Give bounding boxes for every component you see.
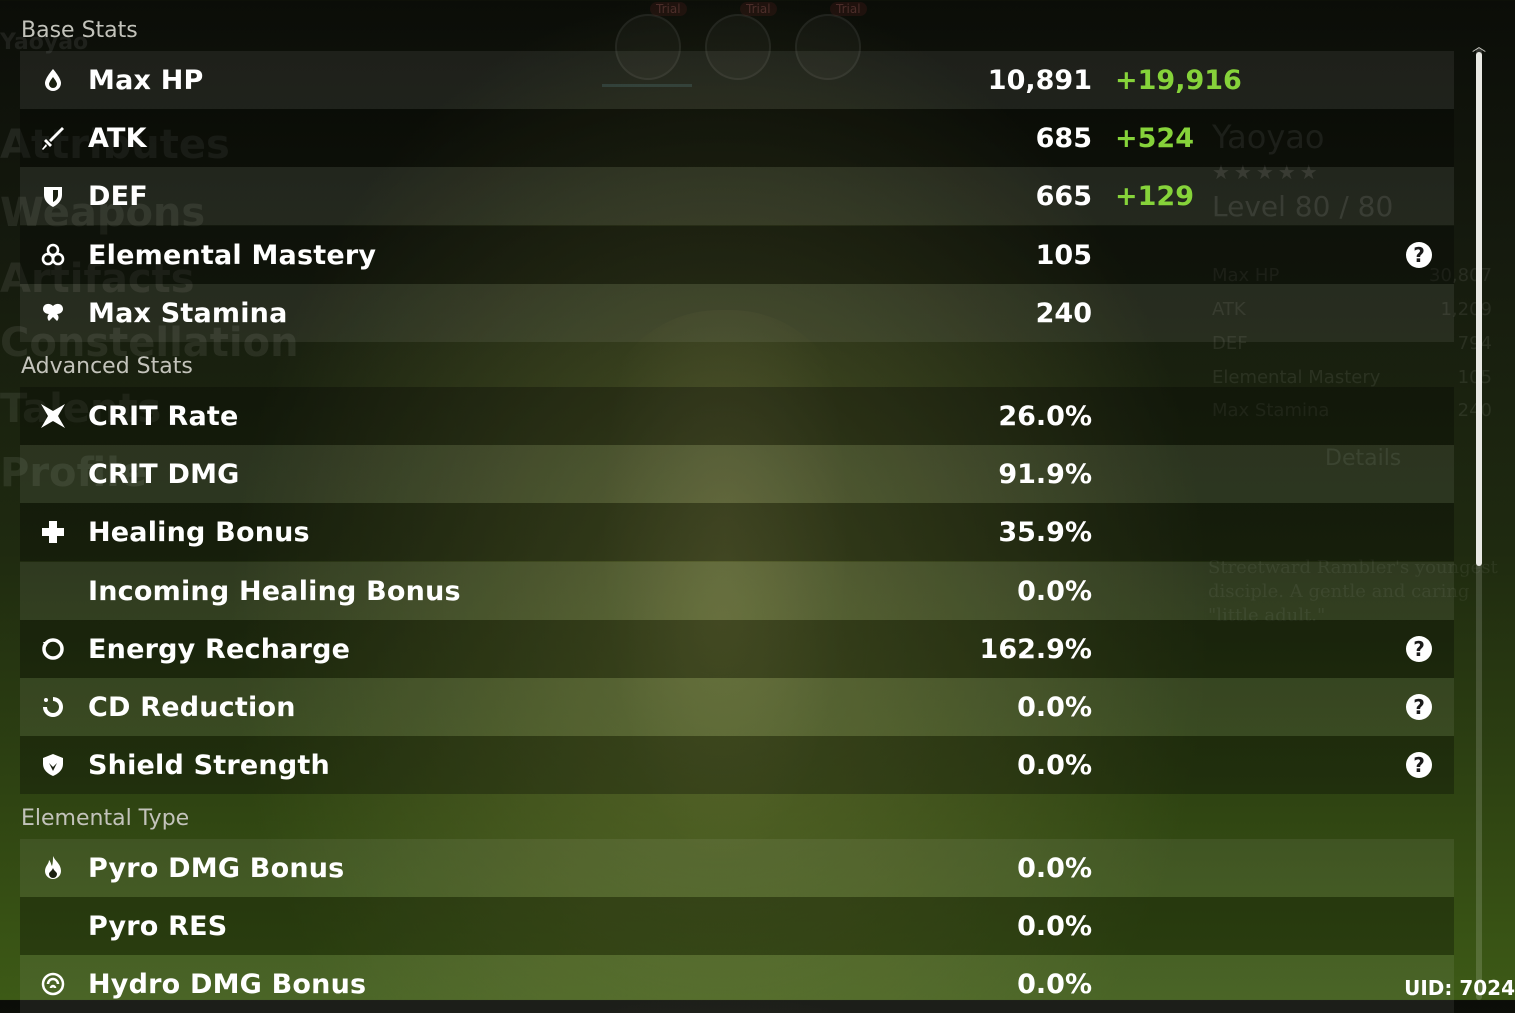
stat-label: CD Reduction (88, 691, 296, 723)
stat-row-max-hp: Max HP 10,891 +19,916 (20, 51, 1454, 109)
trial-badge: Trial (740, 2, 777, 16)
stat-label: CRIT DMG (88, 458, 240, 490)
stat-row-atk: ATK 685 +524 (20, 109, 1454, 167)
stat-value: 0.0% (1017, 749, 1092, 781)
section-title-advanced-stats: Advanced Stats (21, 354, 193, 379)
scroll-up-arrow-icon[interactable]: ︿ (1472, 39, 1486, 55)
stat-value: 162.9% (979, 633, 1092, 665)
stat-value: 685 (1035, 122, 1092, 154)
stat-value: 35.9% (998, 516, 1092, 548)
stamina-icon (38, 298, 68, 328)
uid-label: UID: 7024 (1404, 976, 1515, 1000)
stat-label: Incoming Healing Bonus (88, 575, 461, 607)
energy-recharge-icon (38, 634, 68, 664)
stat-label: CRIT Rate (88, 400, 239, 432)
stat-row-shield-strength: Shield Strength 0.0% ? (20, 736, 1454, 794)
stat-value: 26.0% (998, 400, 1092, 432)
stat-row-energy-recharge: Energy Recharge 162.9% ? (20, 620, 1454, 678)
stat-row-cd-reduction: CD Reduction 0.0% ? (20, 678, 1454, 736)
stat-row-crit-rate: CRIT Rate 26.0% (20, 387, 1454, 445)
stat-row-healing-bonus: Healing Bonus 35.9% (20, 503, 1454, 561)
stat-row-pyro-dmg-bonus: Pyro DMG Bonus 0.0% (20, 839, 1454, 897)
stat-label: DEF (88, 180, 148, 212)
stat-bonus: +129 (1115, 180, 1194, 212)
stat-row-def: DEF 665 +129 (20, 167, 1454, 225)
stat-value: 0.0% (1017, 691, 1092, 723)
trial-badge: Trial (830, 2, 867, 16)
stat-label: Shield Strength (88, 749, 330, 781)
stat-value: 0.0% (1017, 852, 1092, 884)
trial-badge: Trial (650, 2, 687, 16)
stat-label: Hydro DMG Bonus (88, 968, 367, 1000)
stat-label: Energy Recharge (88, 633, 351, 665)
stat-label: Pyro DMG Bonus (88, 852, 345, 884)
stat-row-max-stamina: Max Stamina 240 (20, 284, 1454, 342)
stat-label: Healing Bonus (88, 516, 310, 548)
stat-value: 0.0% (1017, 575, 1092, 607)
help-icon[interactable]: ? (1406, 694, 1432, 720)
stat-label: Pyro RES (88, 910, 228, 942)
pyro-icon (38, 853, 68, 883)
stat-label: ATK (88, 122, 147, 154)
stat-label: Max Stamina (88, 297, 288, 329)
sword-icon (38, 123, 68, 153)
crit-star-icon (38, 401, 68, 431)
section-title-base-stats: Base Stats (21, 18, 138, 43)
stat-value: 105 (1035, 239, 1092, 271)
stat-value: 0.0% (1017, 910, 1092, 942)
stat-bonus: +19,916 (1115, 64, 1242, 96)
healing-cross-icon (38, 517, 68, 547)
section-title-elemental-type: Elemental Type (21, 806, 190, 831)
hp-droplet-icon (38, 65, 68, 95)
stat-value: 0.0% (1017, 968, 1092, 1000)
stat-row-elemental-mastery: Elemental Mastery 105 ? (20, 226, 1454, 284)
shield-strength-icon (38, 750, 68, 780)
elemental-mastery-icon (38, 240, 68, 270)
stat-row-hydro-dmg-bonus: Hydro DMG Bonus 0.0% (20, 955, 1454, 1013)
cd-reduction-icon (38, 692, 68, 722)
stat-value: 91.9% (998, 458, 1092, 490)
stat-value: 665 (1035, 180, 1092, 212)
hydro-icon (38, 969, 68, 999)
help-icon[interactable]: ? (1406, 636, 1432, 662)
stat-row-crit-dmg: CRIT DMG 91.9% (20, 445, 1454, 503)
stat-label: Elemental Mastery (88, 239, 377, 271)
stat-bonus: +524 (1115, 122, 1194, 154)
stat-row-pyro-res: Pyro RES 0.0% (20, 897, 1454, 955)
scrollbar-thumb[interactable] (1476, 52, 1482, 566)
stat-label: Max HP (88, 64, 204, 96)
shield-icon (38, 181, 68, 211)
stat-row-incoming-healing-bonus: Incoming Healing Bonus 0.0% (20, 562, 1454, 620)
stat-value: 240 (1035, 297, 1092, 329)
help-icon[interactable]: ? (1406, 242, 1432, 268)
ghost-summary-row: Elemental Mastery 105 (1212, 367, 1492, 388)
stat-value: 10,891 (987, 64, 1092, 96)
help-icon[interactable]: ? (1406, 752, 1432, 778)
